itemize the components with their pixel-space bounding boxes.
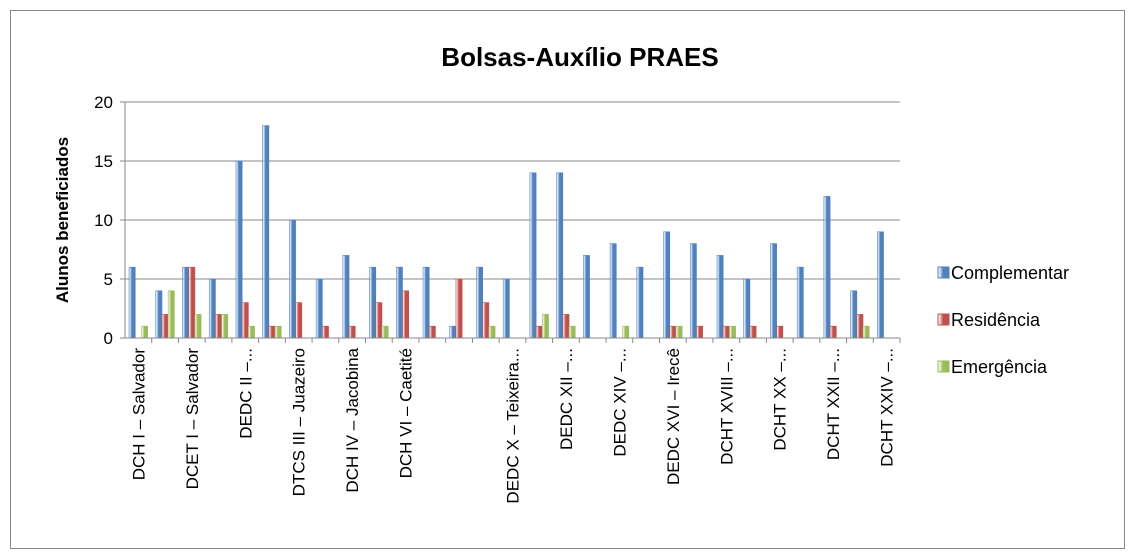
bar [476, 266, 483, 339]
bar [141, 325, 148, 339]
bar [215, 314, 222, 339]
y-axis-label: Alunos beneficiados [53, 137, 72, 303]
bar [208, 278, 216, 339]
bar [877, 231, 884, 339]
bar [568, 325, 576, 339]
bar [850, 290, 858, 339]
bar [167, 290, 175, 339]
x-tick-label: DCH I – Salvador [129, 348, 148, 481]
legend-label: Emergência [951, 357, 1048, 377]
bar [295, 302, 303, 339]
bar [396, 266, 403, 339]
y-tick-label: 5 [104, 270, 113, 289]
bar [535, 325, 543, 339]
bar [241, 302, 249, 339]
x-tick-label: DCH IV – Jacobina [343, 347, 362, 492]
x-tick-label: DEDC XVI – Irecê [664, 348, 683, 485]
bar [862, 325, 870, 339]
bar [482, 302, 490, 339]
bar [381, 325, 389, 339]
bar [743, 278, 751, 339]
chart-title: Bolsas-Auxílio PRAES [441, 42, 718, 72]
bar [716, 255, 724, 339]
bar [829, 325, 837, 339]
bar [315, 278, 323, 339]
bar [235, 160, 243, 339]
legend-swatch [937, 266, 950, 279]
bar [422, 266, 430, 339]
bar [188, 266, 196, 339]
bar [274, 325, 282, 339]
bar [529, 172, 537, 339]
bar [342, 255, 350, 339]
bar [622, 325, 629, 339]
bar [663, 231, 671, 339]
bar [455, 278, 463, 339]
bar [182, 266, 190, 339]
bar [722, 325, 730, 339]
bar [776, 325, 784, 339]
x-tick-label: DEDC XII –... [557, 348, 576, 450]
y-tick-label: 15 [94, 152, 113, 171]
bar [696, 325, 703, 339]
bar [369, 266, 377, 339]
x-tick-label: DEDC X – Teixeira... [504, 348, 523, 504]
x-tick-label: DEDC XIV –... [610, 348, 629, 457]
bar [155, 290, 163, 339]
x-tick-label: DCHT XXIV –... [878, 348, 897, 467]
bar [322, 325, 329, 339]
bar [542, 314, 549, 339]
bar [348, 325, 356, 339]
bar [729, 325, 736, 339]
y-tick-label: 20 [94, 93, 113, 112]
bar [609, 243, 617, 339]
x-tick-label: DCHT XX –... [771, 348, 790, 451]
bar [770, 243, 777, 339]
bar [583, 255, 590, 339]
bar [402, 290, 410, 339]
bar [194, 314, 202, 339]
bar [221, 314, 229, 339]
bar [268, 325, 276, 339]
bar [562, 314, 570, 339]
legend-label: Complementar [951, 263, 1069, 283]
bar [488, 325, 496, 339]
y-tick-label: 0 [104, 329, 113, 348]
y-tick-label: 10 [94, 211, 113, 230]
bar [289, 219, 296, 339]
x-tick-label: DTCS III – Juazeiro [290, 348, 309, 496]
bar [502, 278, 510, 339]
bar [128, 266, 136, 339]
bar [675, 325, 683, 339]
bar [856, 314, 864, 339]
bar [428, 325, 436, 339]
bar [449, 325, 457, 339]
bar [796, 266, 804, 339]
bar [636, 266, 644, 339]
bar [749, 325, 757, 339]
legend-label: Residência [951, 310, 1041, 330]
legend-swatch [937, 313, 950, 326]
bar [248, 325, 255, 339]
x-tick-label: DCET I – Salvador [183, 348, 202, 490]
bar [161, 314, 169, 339]
legend-swatch [937, 360, 950, 373]
bar [689, 243, 697, 339]
bar [556, 172, 564, 339]
x-tick-label: DCHT XXII –... [824, 348, 843, 460]
bar [823, 196, 831, 339]
x-tick-label: DCHT XVIII –... [717, 348, 736, 465]
bar [262, 125, 270, 339]
bar [375, 302, 383, 339]
bar [669, 325, 677, 339]
x-tick-label: DCH VI – Caetité [397, 348, 416, 478]
x-tick-label: DEDC II –... [236, 348, 255, 439]
